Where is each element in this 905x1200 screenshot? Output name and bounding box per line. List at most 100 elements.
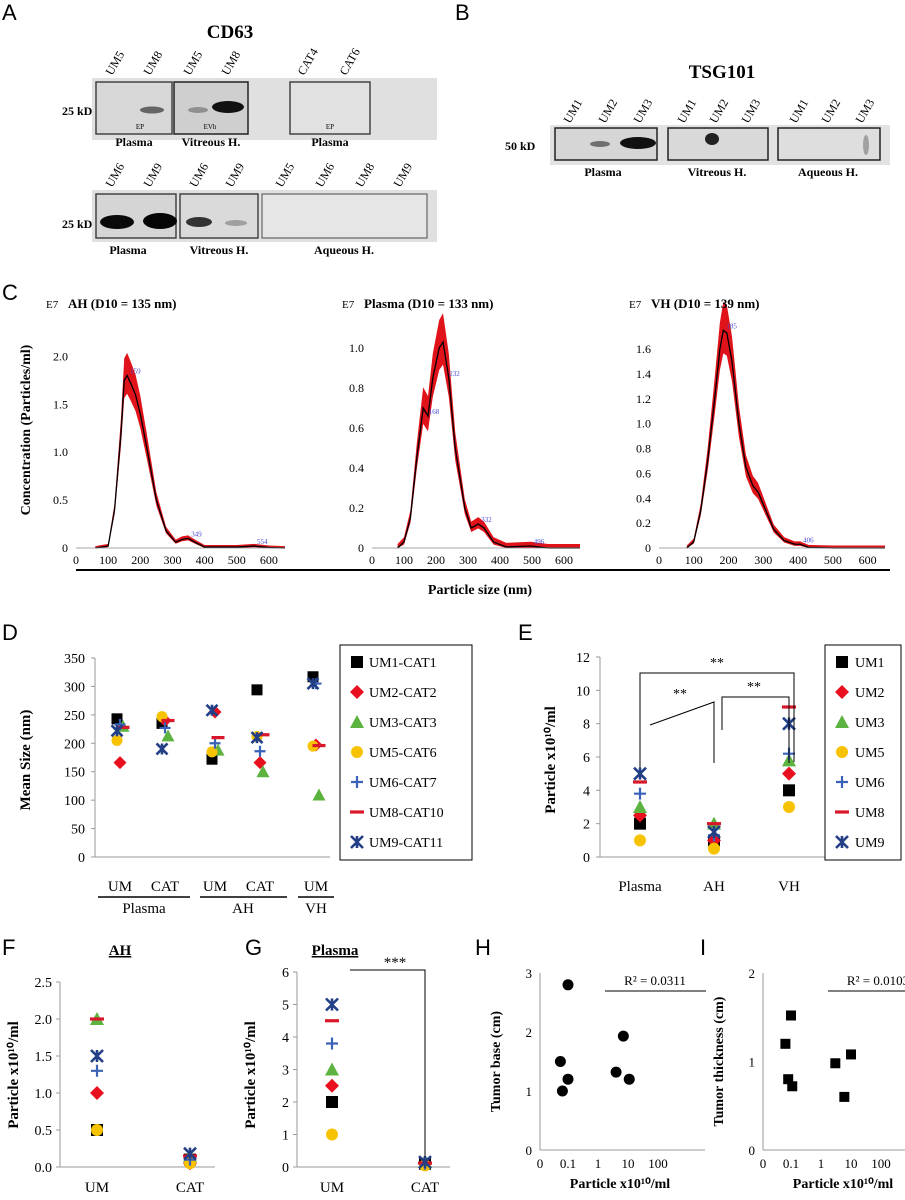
lane-label: UM5: [272, 161, 297, 190]
x-tick-label: 600: [859, 553, 877, 567]
y-tick-label: 300: [64, 680, 85, 695]
panel-letter-g: G: [245, 935, 262, 960]
data-point: [111, 713, 123, 725]
y-tick-label: 0: [749, 1143, 756, 1158]
legend-marker: [351, 746, 363, 758]
data-point: [610, 1066, 622, 1078]
data-point: [91, 1064, 103, 1077]
lane-label: UM1: [674, 97, 699, 126]
data-point: [556, 1085, 568, 1097]
x-tick-label: 300: [163, 553, 181, 567]
y-tick-label: 4: [282, 1031, 289, 1046]
sig-bracket: [350, 969, 426, 1157]
lane-label: UM3: [852, 97, 877, 126]
group-label: UM: [304, 879, 328, 895]
sig-label: **: [673, 687, 687, 702]
data-point: [554, 1056, 566, 1067]
data-point: [90, 1017, 104, 1021]
band: [188, 107, 208, 113]
ylabel: Tumor thickness (cm): [712, 996, 727, 1126]
x-tick-label: 600: [555, 553, 573, 567]
lane-label: UM1: [786, 97, 811, 126]
y-tick-label: 1: [282, 1129, 289, 1144]
mw-label: 50 kD: [505, 139, 536, 153]
nta-mean-line: [686, 329, 885, 549]
x-tick-label: 0: [537, 1156, 544, 1171]
panel-i-plot: 0 0.1 1 10 100 0 1 2 R² = 0.0103 Particle x10¹⁰/m…: [712, 966, 905, 1192]
exponent-label: E7: [46, 299, 59, 311]
data-point: [839, 1091, 850, 1102]
legend-marker: [835, 685, 849, 699]
group-label: CAT: [246, 879, 274, 895]
legend-label: UM3: [855, 716, 885, 731]
data-point: [708, 842, 720, 855]
y-tick-label: 1: [526, 1084, 533, 1099]
x-tick-label: 100: [685, 553, 703, 567]
x-tick-label: 0.1: [783, 1156, 799, 1171]
x-tick-label: 200: [427, 553, 445, 567]
legend-marker: [836, 746, 848, 758]
panel-letter-a: A: [2, 0, 17, 25]
data-point: [256, 733, 270, 737]
y-tick-label: 0.5: [35, 1124, 53, 1139]
exponent-label: E7: [342, 299, 355, 311]
legend-label: UM9-CAT11: [369, 836, 443, 851]
y-tick-label: 5: [282, 999, 289, 1014]
group-label: Aqueous H.: [798, 165, 858, 179]
legend-label: UM1: [855, 656, 885, 671]
r2-label: R² = 0.0311: [624, 973, 686, 988]
data-point: [782, 766, 796, 781]
data-point: [306, 677, 320, 691]
x-tick-label: 500: [228, 553, 246, 567]
lane-label: UM3: [630, 97, 655, 126]
data-point: [780, 1038, 791, 1049]
y-tick-label: 250: [64, 709, 85, 724]
blot-a-box: [179, 193, 259, 239]
data-point: [90, 1086, 104, 1100]
nta-title: AH (D10 = 135 nm): [68, 296, 177, 311]
lane-label: UM6: [312, 161, 337, 190]
inset-label: EP: [136, 123, 144, 131]
data-point: [161, 718, 175, 723]
y-tick-label: 1.0: [53, 445, 68, 459]
y-tick-label: 1.0: [35, 1087, 53, 1102]
peak-label: 168: [429, 408, 440, 416]
legend-label: UM8-CAT10: [369, 806, 444, 821]
panel-letter-f: F: [2, 935, 15, 960]
nta-mean-line: [397, 340, 580, 549]
inset-label: EP: [326, 123, 334, 131]
lane-label: UM2: [706, 97, 731, 126]
y-tick-label: 2.0: [35, 1013, 53, 1028]
y-tick-label: 1.5: [35, 1050, 53, 1065]
data-point: [562, 1073, 574, 1085]
data-point: [633, 800, 647, 813]
x-tick-label: 0: [656, 553, 662, 567]
panel-letter-c: C: [2, 280, 18, 305]
lane-label: UM8: [352, 161, 377, 190]
x-tick-label: 10: [622, 1156, 635, 1171]
data-point: [623, 1073, 635, 1085]
y-tick-label: 1: [749, 1055, 756, 1070]
y-tick-label: 2: [282, 1096, 289, 1111]
x-tick-label: 400: [789, 553, 807, 567]
panel-h-plot: 0 0.1 1 10 100 0 1 2 3 R² = 0.0311 Particle x10¹⁰/…: [489, 966, 706, 1192]
data-point: [116, 725, 130, 729]
data-point: [161, 729, 175, 742]
data-point: [256, 765, 270, 778]
category-label: Plasma: [618, 879, 662, 895]
peak-label: 406: [803, 536, 814, 544]
data-point: [111, 734, 123, 746]
y-tick-label: 0.4: [349, 461, 364, 475]
cd63-title: CD63: [207, 22, 253, 43]
blot-b-box: [777, 127, 881, 161]
lane-label: UM1: [560, 97, 585, 126]
x-tick-label: 1: [818, 1156, 825, 1171]
group-label: Vitreous H.: [190, 243, 249, 257]
x-tick-label: 200: [131, 553, 149, 567]
legend-marker: [836, 656, 848, 668]
legend-label: UM3-CAT3: [369, 716, 437, 731]
y-tick-label: 0: [583, 851, 590, 866]
peak-label: 185: [726, 322, 737, 330]
sig-label: ***: [384, 955, 407, 971]
x-tick-label: 100: [871, 1156, 891, 1171]
